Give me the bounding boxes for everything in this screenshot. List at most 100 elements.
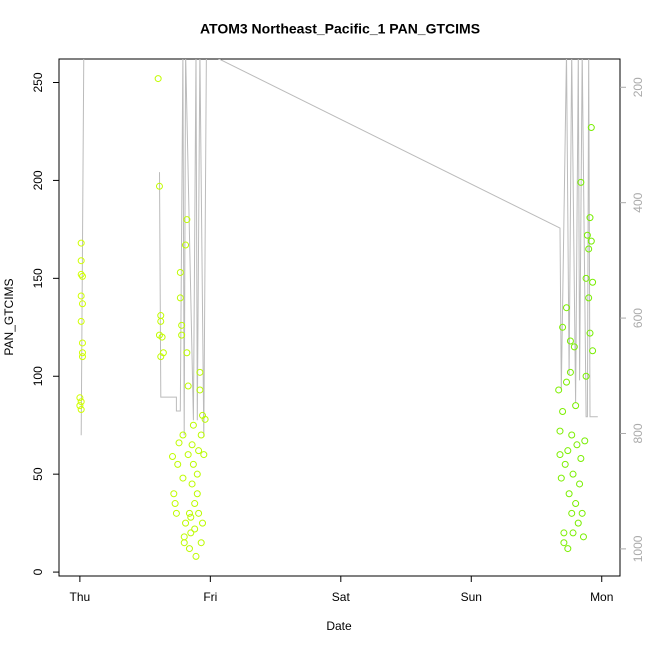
data-point	[578, 509, 586, 517]
data-point	[200, 451, 208, 459]
data-point	[189, 460, 197, 468]
data-point	[189, 421, 197, 429]
data-point	[76, 394, 84, 402]
data-point	[77, 292, 85, 300]
y2-tick-label: 1000	[631, 535, 645, 562]
data-point	[155, 182, 163, 190]
data-point	[587, 237, 595, 245]
data-point	[572, 402, 580, 410]
data-point	[583, 231, 591, 239]
data-point	[77, 239, 85, 247]
y-tick-label: 200	[31, 170, 45, 190]
y2-tick-label: 800	[631, 423, 645, 443]
data-point	[77, 406, 85, 414]
data-point	[185, 509, 193, 517]
y2-tick-label: 600	[631, 308, 645, 328]
x-tick-label: Sun	[461, 590, 482, 604]
data-point	[184, 382, 192, 390]
data-point	[175, 439, 183, 447]
data-point	[169, 453, 177, 461]
data-point	[197, 431, 205, 439]
data-point	[586, 214, 594, 222]
data-point	[566, 368, 574, 376]
data-point	[172, 509, 180, 517]
data-point	[188, 441, 196, 449]
data-point	[555, 386, 563, 394]
y2-tick-label: 400	[631, 192, 645, 212]
data-point	[560, 529, 568, 537]
data-point	[556, 427, 564, 435]
data-point	[564, 545, 572, 553]
data-point	[197, 539, 205, 547]
data-point	[560, 539, 568, 547]
data-point	[176, 268, 184, 276]
data-point	[568, 509, 576, 517]
y-tick-label: 250	[31, 72, 45, 92]
y-axis-label: PAN_GTCIMS	[2, 278, 16, 355]
data-point	[77, 270, 85, 278]
data-point	[559, 323, 567, 331]
data-point	[196, 368, 204, 376]
data-point	[563, 304, 571, 312]
data-point	[589, 347, 597, 355]
data-point	[78, 339, 86, 347]
data-point	[572, 500, 580, 508]
x-tick-label: Mon	[590, 590, 613, 604]
data-point	[559, 408, 567, 415]
data-point	[76, 402, 84, 410]
data-point	[573, 441, 581, 449]
y-tick-label: 100	[31, 366, 45, 386]
data-point	[188, 480, 196, 488]
data-point	[158, 333, 166, 341]
data-point	[557, 474, 565, 482]
data-point	[569, 529, 577, 537]
data-point	[564, 447, 572, 455]
data-point	[589, 278, 597, 286]
data-point	[586, 329, 594, 337]
data-point	[78, 349, 86, 357]
data-point	[587, 124, 595, 132]
data-point	[183, 349, 191, 357]
data-point	[187, 513, 195, 521]
data-point	[570, 343, 578, 351]
x-tick-label: Sat	[332, 590, 351, 604]
data-point	[78, 272, 86, 280]
data-point	[157, 317, 165, 325]
data-point	[577, 178, 585, 186]
y-tick-label: 0	[31, 568, 45, 575]
data-point	[77, 317, 85, 325]
data-point	[170, 490, 178, 498]
data-point	[199, 519, 207, 527]
data-point	[582, 274, 590, 282]
data-point	[201, 415, 209, 423]
data-point	[577, 455, 585, 462]
data-point	[184, 451, 192, 459]
data-point	[78, 300, 86, 308]
data-point	[566, 337, 574, 345]
data-point	[179, 474, 187, 482]
data-point	[196, 386, 204, 394]
data-point	[561, 460, 569, 468]
data-point	[178, 321, 186, 329]
data-point	[182, 519, 190, 527]
data-point	[185, 545, 193, 553]
data-point	[192, 552, 200, 560]
data-point	[191, 500, 199, 508]
data-point	[77, 257, 85, 265]
x-axis-label: Date	[326, 619, 352, 633]
data-point	[77, 398, 85, 406]
data-point	[585, 294, 593, 302]
data-point	[581, 437, 589, 445]
data-point	[574, 519, 582, 527]
data-point	[180, 539, 188, 547]
data-point	[154, 75, 162, 83]
data-point	[174, 460, 182, 468]
data-point	[579, 533, 587, 541]
data-point	[159, 349, 167, 357]
data-point	[568, 431, 576, 439]
data-point	[78, 353, 86, 361]
data-point	[576, 480, 584, 488]
